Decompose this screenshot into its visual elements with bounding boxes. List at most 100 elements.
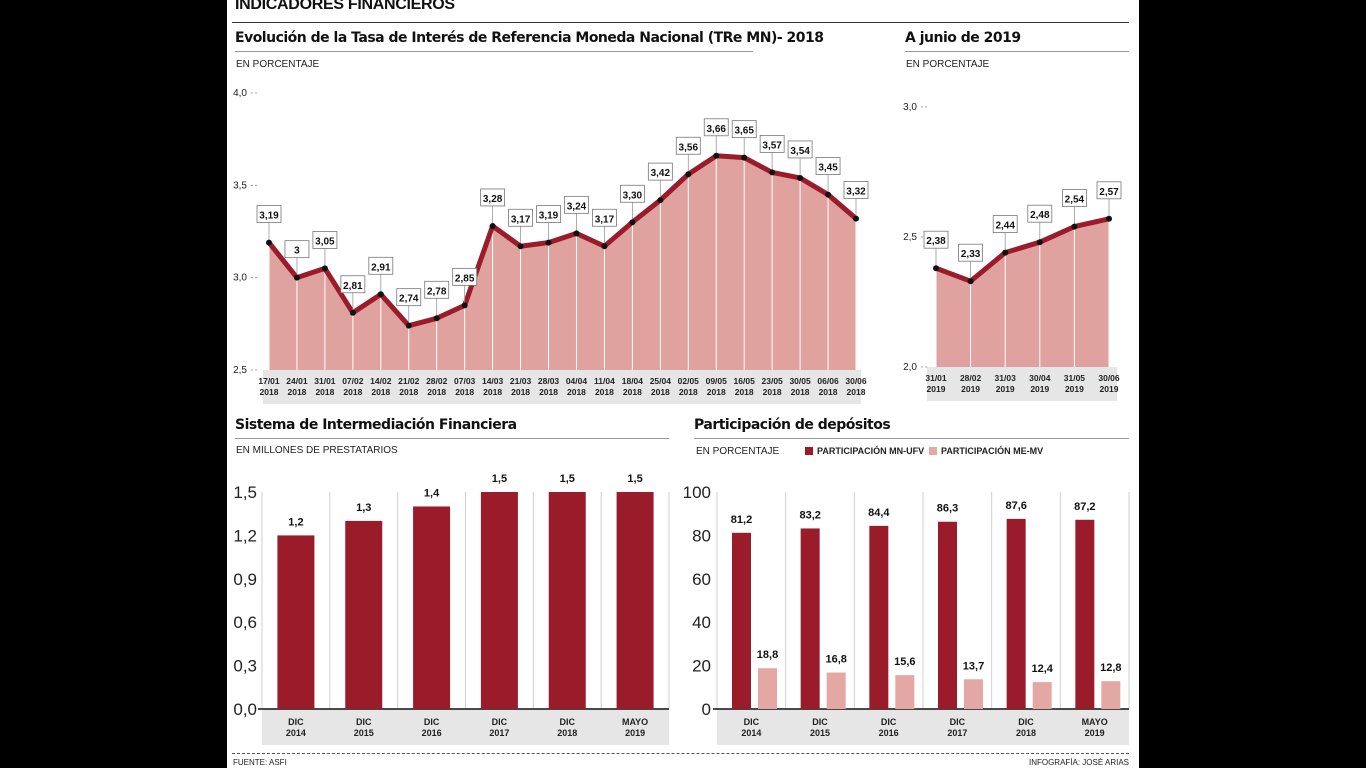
c0-x-tick-3-line2: 2018 xyxy=(343,387,362,397)
c0-data-point-1 xyxy=(293,274,300,281)
c0-callout-box-11 xyxy=(564,195,589,214)
dep-chart-title: Participación de depósitos xyxy=(694,417,891,433)
c3-bar-s0-5 xyxy=(1075,519,1095,709)
c0-data-point-0 xyxy=(266,239,272,246)
c1-y-tick-0: 3,0 xyxy=(903,102,917,113)
c0-callout-box-4 xyxy=(368,256,394,275)
c2-x-tick-1-line1: DIC xyxy=(356,717,372,727)
c0-x-axis-band xyxy=(263,370,861,404)
c0-x-tick-9-line1: 21/03 xyxy=(510,376,532,386)
c0-x-tick-5-line1: 21/02 xyxy=(398,376,420,386)
c0-x-tick-7-line2: 2018 xyxy=(455,387,474,397)
c0-data-label-17: 3,65 xyxy=(734,126,754,137)
c2-data-label-s0-2: 1,4 xyxy=(424,487,440,499)
legend-item-mn: PARTICIPACIÓN MN-UFV xyxy=(805,446,924,456)
c0-data-label-14: 3,42 xyxy=(651,168,671,179)
c2-x-tick-0-line2: 2014 xyxy=(286,728,306,738)
c2-x-tick-4-line2: 2018 xyxy=(557,728,577,738)
c0-callout-box-9 xyxy=(508,208,533,227)
c3-data-label-s0-0: 81,2 xyxy=(731,514,752,526)
c1-x-tick-5-line2: 2019 xyxy=(1100,384,1119,394)
c1-x-tick-2-line2: 2019 xyxy=(996,384,1015,394)
c2-y-tick-0: 1,5 xyxy=(233,483,257,502)
c1-area-fill xyxy=(936,218,1109,367)
c3-bar-s1-3 xyxy=(964,679,983,709)
c1-callout-box-2 xyxy=(992,215,1018,234)
dep-title-rule xyxy=(694,438,1129,439)
c2-x-tick-3-line1: DIC xyxy=(492,717,508,727)
c2-x-tick-3-line2: 2017 xyxy=(489,728,509,738)
c3-x-tick-3-line2: 2017 xyxy=(947,728,967,738)
c3-data-label-s1-1: 16,8 xyxy=(825,654,846,666)
c3-x-tick-2-line1: DIC xyxy=(881,717,897,727)
c0-x-tick-2-line1: 31/01 xyxy=(314,376,336,386)
c0-x-tick-4-line1: 14/02 xyxy=(370,376,392,386)
c0-callout-box-20 xyxy=(815,157,841,175)
c0-data-label-6: 2,78 xyxy=(427,286,447,297)
c1-data-point-1 xyxy=(967,278,974,285)
c2-bar-s0-1 xyxy=(345,520,383,709)
c0-data-point-12 xyxy=(601,243,608,250)
c0-data-point-4 xyxy=(377,291,384,298)
c0-data-point-9 xyxy=(517,243,524,250)
c0-x-tick-10-line1: 28/03 xyxy=(538,376,560,386)
legend-label-me: PARTICIPACIÓN ME-MV xyxy=(941,446,1044,456)
c3-bar-s1-5 xyxy=(1101,681,1121,709)
c3-data-label-s0-5: 87,2 xyxy=(1074,501,1095,513)
c3-y-tick-4: 20 xyxy=(692,657,711,676)
c0-data-label-2: 3,05 xyxy=(315,236,335,247)
c0-data-point-13 xyxy=(629,219,636,226)
c0-x-tick-1-line2: 2018 xyxy=(287,387,306,397)
c0-data-point-10 xyxy=(545,239,552,246)
c0-data-point-16 xyxy=(713,152,720,159)
c0-x-tick-11-line1: 04/04 xyxy=(566,376,588,386)
c3-bar-s0-4 xyxy=(1006,518,1026,709)
c3-x-tick-0-line1: DIC xyxy=(744,717,760,727)
c2-x-tick-2-line2: 2016 xyxy=(422,728,442,738)
c0-data-label-15: 3,56 xyxy=(679,142,699,153)
c3-x-axis-band xyxy=(717,709,1129,745)
c0-x-tick-10-line2: 2018 xyxy=(539,387,558,397)
c0-x-tick-1-line1: 24/01 xyxy=(286,376,308,386)
c1-x-tick-1-line2: 2019 xyxy=(961,384,980,394)
c1-callout-box-3 xyxy=(1027,204,1053,223)
c0-series-line xyxy=(266,153,859,329)
c0-callout-box-0 xyxy=(256,205,282,223)
c0-callout-box-10 xyxy=(536,205,561,223)
c1-x-tick-4-line1: 31/05 xyxy=(1064,373,1086,383)
c3-bar-s0-0 xyxy=(732,532,751,709)
c3-bar-s0-1 xyxy=(800,528,820,709)
c0-data-point-2 xyxy=(321,265,328,272)
c0-x-tick-18-line2: 2018 xyxy=(763,387,782,397)
c1-callout-box-0 xyxy=(923,230,949,249)
c0-data-point-18 xyxy=(769,169,776,176)
jun-unit-label: EN PORCENTAJE xyxy=(906,59,990,70)
c0-data-label-11: 3,24 xyxy=(567,201,587,212)
c1-callout-box-4 xyxy=(1062,189,1087,208)
c0-x-tick-14-line2: 2018 xyxy=(651,387,670,397)
c0-x-tick-9-line2: 2018 xyxy=(511,387,530,397)
c0-callout-box-7 xyxy=(452,267,478,286)
c0-x-tick-12-line1: 11/04 xyxy=(594,376,615,386)
c2-y-tick-4: 0,3 xyxy=(233,657,257,676)
c2-bar-s0-3 xyxy=(480,492,518,709)
c2-bar-s0-0 xyxy=(277,535,315,709)
c0-callout-box-19 xyxy=(787,140,813,159)
c3-x-tick-3-line1: DIC xyxy=(950,717,966,727)
c0-callout-box-16 xyxy=(703,118,729,137)
c2-data-label-s0-3: 1,5 xyxy=(492,473,507,485)
c0-x-tick-15-line2: 2018 xyxy=(679,387,698,397)
c0-data-label-10: 3,19 xyxy=(539,211,559,222)
c1-x-tick-1-line1: 28/02 xyxy=(960,373,982,383)
c3-bar-s0-2 xyxy=(869,525,889,709)
c0-x-tick-0-line1: 17/01 xyxy=(258,376,280,386)
c0-callout-box-14 xyxy=(647,162,673,181)
c1-data-label-0: 2,38 xyxy=(926,236,946,247)
c1-y-tick-1: 2,5 xyxy=(903,232,917,243)
c3-data-label-s1-2: 15,6 xyxy=(894,656,915,668)
tre-unit-label: EN PORCENTAJE xyxy=(236,59,320,70)
c3-data-label-s1-3: 13,7 xyxy=(963,660,984,672)
c1-x-tick-2-line1: 31/03 xyxy=(995,373,1017,383)
c2-y-tick-3: 0,6 xyxy=(233,613,257,632)
c2-y-tick-5: 0,0 xyxy=(233,700,257,719)
